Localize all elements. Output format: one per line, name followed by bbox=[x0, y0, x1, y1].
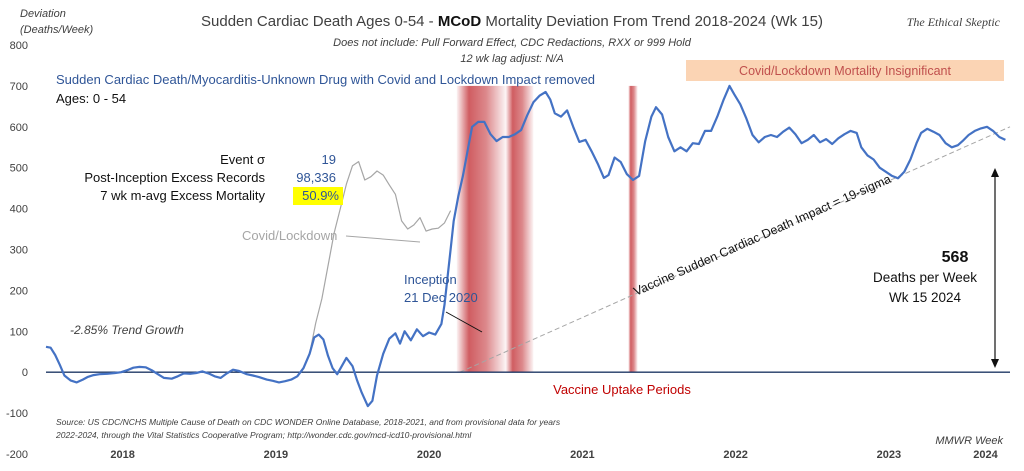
title-bold: MCoD bbox=[438, 13, 481, 30]
x-tick-label-2023: 2023 bbox=[877, 449, 901, 461]
trend-label: Vaccine Sudden Cardiac Death Impact = 19… bbox=[632, 172, 894, 299]
y-tick-label: 200 bbox=[10, 285, 28, 297]
inception-pointer bbox=[445, 311, 483, 333]
x-tick-label-2021: 2021 bbox=[570, 449, 594, 461]
deaths-arrow-bottom bbox=[991, 359, 999, 368]
y-tick-label: 500 bbox=[10, 163, 28, 175]
source-line-2: 2022-2024, through the Vital Statistics … bbox=[55, 430, 472, 440]
vaccine-band-1 bbox=[505, 85, 534, 373]
y-tick-label: 800 bbox=[10, 40, 28, 52]
event-sigma-label: Event σ bbox=[220, 152, 265, 167]
inception-label-1: Inception bbox=[404, 272, 457, 287]
covid-label: Covid/Lockdown bbox=[242, 228, 337, 243]
y-tick-label: 600 bbox=[10, 122, 28, 134]
insignificant-label: Covid/Lockdown Mortality Insignificant bbox=[739, 64, 951, 78]
brand: The Ethical Skeptic bbox=[907, 15, 1001, 29]
y-axis-label-1: Deviation bbox=[20, 8, 66, 20]
mavg-highlight bbox=[293, 187, 343, 205]
vaccine-band-2 bbox=[628, 85, 638, 373]
deaths-label-2: Wk 15 2024 bbox=[889, 290, 962, 305]
vaccine-bands bbox=[456, 85, 638, 373]
covid-series-line bbox=[309, 161, 452, 354]
subtitle-1: Does not include: Pull Forward Effect, C… bbox=[333, 37, 692, 49]
chart-title: Sudden Cardiac Death Ages 0-54 - MCoD Mo… bbox=[201, 13, 823, 30]
y-tick-label: 100 bbox=[10, 326, 28, 338]
main-series-line bbox=[45, 84, 1006, 408]
y-tick-label: 700 bbox=[10, 81, 28, 93]
deaths-arrow-top bbox=[991, 168, 999, 177]
trend-growth-label: -2.85% Trend Growth bbox=[70, 323, 184, 337]
title-suffix: Mortality Deviation From Trend 2018-2024… bbox=[481, 13, 823, 30]
x-tick-label-2019: 2019 bbox=[264, 449, 288, 461]
y-tick-label: 0 bbox=[22, 367, 28, 379]
deaths-label-1: Deaths per Week bbox=[873, 270, 977, 285]
vaccine-uptake-label: Vaccine Uptake Periods bbox=[553, 382, 691, 397]
trend-line bbox=[459, 126, 1011, 373]
insignificant-band bbox=[686, 60, 1004, 81]
covid-pointer bbox=[345, 235, 421, 243]
y-axis-label-2: (Deaths/Week) bbox=[20, 24, 93, 36]
inception-label-2: 21 Dec 2020 bbox=[404, 290, 478, 305]
deaths-value: 568 bbox=[942, 249, 969, 266]
y-axis: -200 -100 0 100 200 300 400 500 600 700 800 bbox=[6, 40, 28, 461]
y-tick-label: 400 bbox=[10, 204, 28, 216]
source-line-1: Source: US CDC/NCHS Multiple Cause of De… bbox=[56, 417, 561, 427]
vaccine-band-0 bbox=[456, 85, 506, 373]
series-label: Sudden Cardiac Death/Myocarditis-Unknown… bbox=[56, 72, 595, 87]
x-tick-label-2020: 2020 bbox=[417, 449, 441, 461]
mavg-label: 7 wk m-avg Excess Mortality bbox=[100, 188, 265, 203]
y-tick-label: 300 bbox=[10, 245, 28, 257]
excess-records-value: 98,336 bbox=[296, 170, 336, 185]
excess-records-label: Post-Inception Excess Records bbox=[84, 170, 265, 185]
x-axis-label: MMWR Week bbox=[935, 435, 1003, 447]
event-sigma-value: 19 bbox=[322, 152, 336, 167]
x-tick-label-2024: 2024 bbox=[973, 449, 998, 461]
mavg-value: 50.9% bbox=[302, 188, 339, 203]
x-tick-label-2018: 2018 bbox=[110, 449, 134, 461]
y-tick-label: -100 bbox=[6, 408, 28, 420]
ages-label: Ages: 0 - 54 bbox=[56, 91, 126, 106]
x-axis: 2018 2019 2020 2021 2022 2023 2024 bbox=[110, 449, 998, 461]
subtitle-2: 12 wk lag adjust: N/A bbox=[460, 53, 563, 65]
y-tick-label: -200 bbox=[6, 449, 28, 461]
title-prefix: Sudden Cardiac Death Ages 0-54 - bbox=[201, 13, 438, 30]
x-tick-label-2022: 2022 bbox=[723, 449, 747, 461]
